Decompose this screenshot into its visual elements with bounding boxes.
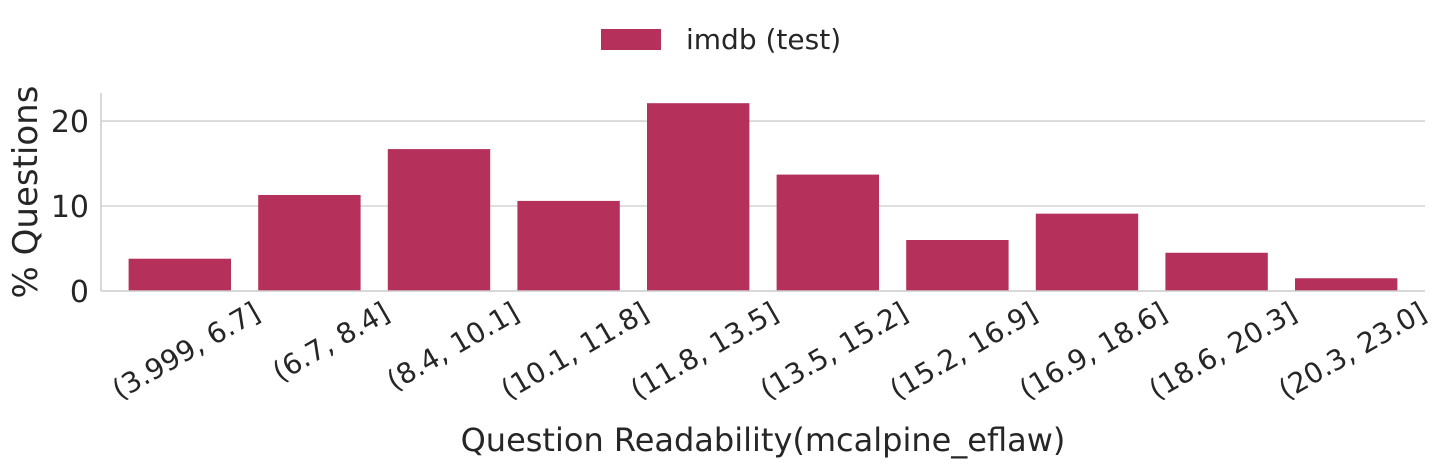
bar — [1035, 213, 1139, 291]
x-tick-label: (20.3, 23.0] — [1273, 295, 1432, 406]
y-tick-labels: 0 10 20 — [51, 105, 89, 310]
legend-swatch — [601, 29, 661, 50]
bar — [128, 258, 231, 291]
bar — [387, 149, 491, 291]
x-tick-label: (13.5, 15.2] — [754, 295, 913, 406]
x-tick-label: (15.2, 16.9] — [884, 295, 1043, 406]
bar — [258, 194, 361, 291]
x-tick-label: (6.7, 8.4] — [267, 295, 395, 388]
axes — [100, 93, 1425, 292]
bar — [517, 200, 620, 291]
x-tick-label: (18.6, 20.3] — [1143, 295, 1302, 406]
legend: imdb (test) — [601, 23, 841, 56]
bar — [776, 174, 879, 291]
x-axis-title: Question Readability(mcalpine_eflaw) — [461, 421, 1066, 459]
y-axis-title: % Questions — [6, 86, 46, 299]
bar — [1295, 278, 1398, 291]
legend-label: imdb (test) — [686, 23, 841, 56]
y-tick-label: 0 — [70, 275, 89, 310]
y-tick-label: 20 — [51, 105, 89, 140]
bar — [906, 240, 1009, 291]
x-tick-label: (10.1, 11.8] — [495, 295, 654, 406]
x-tick-label: (16.9, 18.6] — [1014, 295, 1173, 406]
bar — [647, 103, 750, 292]
y-tick-label: 10 — [51, 190, 89, 225]
bar — [1165, 252, 1268, 291]
x-tick-labels: (3.999, 6.7] (6.7, 8.4](8.4, 10.1](10.1, … — [106, 295, 1431, 406]
x-tick-label: (3.999, 6.7] — [106, 295, 265, 406]
bars — [128, 103, 1398, 292]
gridlines — [101, 120, 1425, 207]
x-tick-label: (11.8, 13.5] — [625, 295, 784, 406]
